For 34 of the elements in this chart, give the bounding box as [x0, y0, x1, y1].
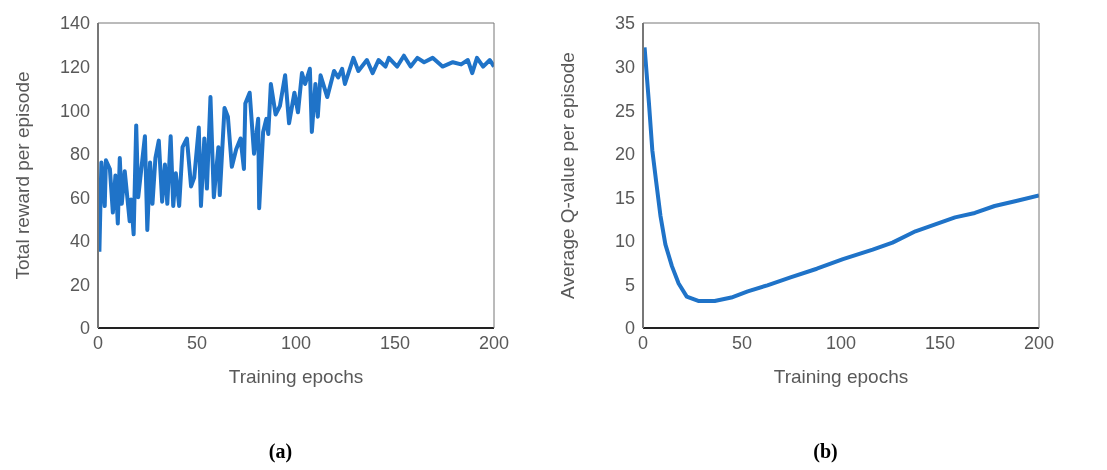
x-tick-label: 200 [478, 332, 510, 353]
x-tick-label: 50 [186, 332, 208, 353]
y-tick-label: 30 [614, 56, 635, 77]
y-tick-label: 15 [614, 187, 635, 208]
text: (b) [812, 440, 839, 463]
x-tick-label: 0 [92, 332, 104, 353]
y-tick-label: 35 [614, 13, 635, 34]
x-tick-label: 150 [379, 332, 411, 353]
x-axis-title: Training epochs [228, 366, 364, 388]
x-axis-title: Training epochs [773, 366, 909, 388]
y-tick-label: 80 [69, 144, 90, 165]
y-tick-label: 25 [614, 100, 635, 121]
x-tick-label: 150 [924, 332, 956, 353]
y-tick-label: 60 [69, 187, 90, 208]
y-tick-label: 0 [624, 318, 635, 339]
x-tick-label: 100 [825, 332, 857, 353]
y-tick-label: 10 [614, 231, 635, 252]
line-series [98, 53, 494, 254]
y-tick-label: 20 [69, 274, 90, 295]
y-tick-label: 5 [624, 274, 635, 295]
x-tick-label: 100 [280, 332, 312, 353]
x-tick-label: 200 [1023, 332, 1055, 353]
y-axis-title: Average Q-value per episode [556, 52, 578, 299]
y-axis-title: Total reward per episode [11, 71, 33, 280]
text: (a) [267, 440, 294, 463]
x-tick-label: 50 [731, 332, 753, 353]
y-tick-label: 140 [59, 13, 90, 34]
y-tick-label: 0 [79, 318, 90, 339]
y-tick-label: 40 [69, 231, 90, 252]
y-tick-label: 120 [59, 56, 90, 77]
x-tick-label: 0 [637, 332, 649, 353]
y-tick-label: 100 [59, 100, 90, 121]
y-tick-label: 20 [614, 144, 635, 165]
line-series [643, 45, 1039, 303]
